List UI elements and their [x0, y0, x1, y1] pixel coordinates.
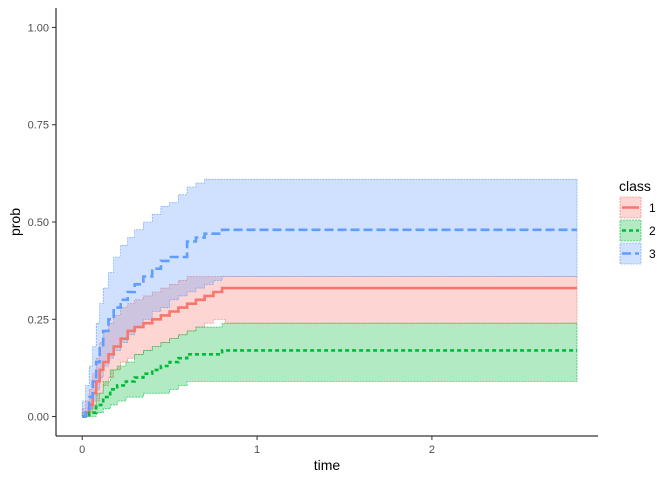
legend-title: class [619, 178, 651, 194]
x-axis-title: time [314, 457, 341, 473]
axes: 0.00 0.25 0.50 0.75 1.00 0 1 2 time prob [7, 8, 598, 473]
series-line-1 [82, 286, 577, 418]
legend-label: 3 [649, 247, 656, 261]
legend: class 1 2 3 [619, 178, 656, 265]
legend-item-3: 3 [619, 242, 656, 265]
y-tick-label: 0.25 [28, 314, 49, 326]
legend-label: 2 [649, 224, 656, 238]
series-line-3 [82, 228, 577, 418]
legend-item-2: 2 [619, 219, 656, 242]
confidence-bands [81, 178, 578, 417]
x-tick-label: 0 [79, 444, 85, 456]
y-tick-label: 0.00 [28, 412, 49, 424]
y-tick-label: 1.00 [28, 22, 49, 34]
series-lines [82, 228, 577, 418]
y-axis-title: prob [7, 208, 23, 236]
ci-band-2 [81, 322, 578, 417]
legend-item-1: 1 [619, 196, 656, 219]
x-tick-label: 2 [429, 444, 435, 456]
y-tick-label: 0.75 [28, 120, 49, 132]
y-tick-label: 0.50 [28, 217, 49, 229]
legend-label: 1 [649, 201, 656, 215]
x-tick-label: 1 [254, 444, 260, 456]
series-line-2 [82, 349, 577, 418]
